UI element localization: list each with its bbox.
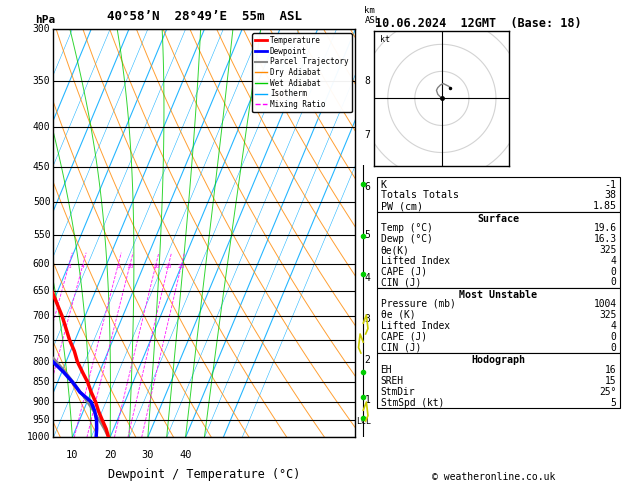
- Text: 5: 5: [364, 230, 370, 240]
- Text: CIN (J): CIN (J): [381, 278, 421, 287]
- Text: 0: 0: [611, 343, 616, 353]
- Text: 40: 40: [179, 450, 192, 460]
- Text: 16: 16: [605, 364, 616, 375]
- Text: 600: 600: [33, 259, 50, 269]
- Text: 10: 10: [66, 450, 79, 460]
- Text: 19.6: 19.6: [593, 224, 616, 233]
- Text: 16: 16: [152, 264, 160, 269]
- Text: 0: 0: [611, 278, 616, 287]
- Text: 1.85: 1.85: [593, 201, 616, 211]
- Text: 950: 950: [33, 415, 50, 425]
- Text: Lifted Index: Lifted Index: [381, 256, 450, 266]
- Text: EH: EH: [381, 364, 392, 375]
- Text: 500: 500: [33, 197, 50, 208]
- Text: 4: 4: [611, 321, 616, 331]
- Text: 3: 3: [364, 314, 370, 324]
- Text: 650: 650: [33, 286, 50, 296]
- Text: Pressure (mb): Pressure (mb): [381, 299, 455, 309]
- Text: 800: 800: [33, 357, 50, 367]
- Text: © weatheronline.co.uk: © weatheronline.co.uk: [432, 472, 555, 482]
- Text: 25: 25: [178, 264, 186, 269]
- Text: 700: 700: [33, 312, 50, 321]
- Text: SREH: SREH: [381, 376, 404, 385]
- Text: 38: 38: [604, 191, 616, 200]
- Text: 1000: 1000: [27, 433, 50, 442]
- Text: 4: 4: [81, 264, 85, 269]
- Text: Surface: Surface: [477, 214, 520, 225]
- Text: 10: 10: [126, 264, 134, 269]
- Text: 350: 350: [33, 76, 50, 87]
- Text: StmSpd (kt): StmSpd (kt): [381, 398, 444, 408]
- Text: km
ASL: km ASL: [364, 6, 381, 25]
- Text: 4: 4: [611, 256, 616, 266]
- Text: 20: 20: [165, 264, 172, 269]
- Text: hPa: hPa: [35, 15, 55, 25]
- Text: PW (cm): PW (cm): [381, 201, 423, 211]
- Text: 10.06.2024  12GMT  (Base: 18): 10.06.2024 12GMT (Base: 18): [375, 17, 581, 30]
- Text: 25°: 25°: [599, 387, 616, 397]
- Text: Temp (°C): Temp (°C): [381, 224, 432, 233]
- Text: 0: 0: [611, 332, 616, 342]
- Text: StmDir: StmDir: [381, 387, 415, 397]
- Text: 7: 7: [364, 130, 370, 140]
- Text: 4: 4: [364, 273, 370, 283]
- Text: 3: 3: [67, 264, 71, 269]
- Text: 1: 1: [364, 395, 370, 405]
- Text: Mixing Ratio (g/kg): Mixing Ratio (g/kg): [379, 186, 389, 281]
- Legend: Temperature, Dewpoint, Parcel Trajectory, Dry Adiabat, Wet Adiabat, Isotherm, Mi: Temperature, Dewpoint, Parcel Trajectory…: [252, 33, 352, 112]
- Text: 450: 450: [33, 162, 50, 172]
- Text: 0: 0: [611, 266, 616, 277]
- Text: 5: 5: [611, 398, 616, 408]
- Text: 900: 900: [33, 397, 50, 407]
- Text: 15: 15: [605, 376, 616, 385]
- Text: CIN (J): CIN (J): [381, 343, 421, 353]
- Text: Dewp (°C): Dewp (°C): [381, 234, 432, 244]
- Text: 20: 20: [104, 450, 116, 460]
- Text: 30: 30: [142, 450, 154, 460]
- Text: Hodograph: Hodograph: [472, 355, 525, 365]
- Text: 16.3: 16.3: [593, 234, 616, 244]
- Text: 550: 550: [33, 230, 50, 240]
- Text: 850: 850: [33, 377, 50, 387]
- Text: K: K: [381, 180, 387, 190]
- Text: 1004: 1004: [593, 299, 616, 309]
- Text: CAPE (J): CAPE (J): [381, 332, 426, 342]
- Text: 2: 2: [364, 355, 370, 364]
- Text: 6: 6: [364, 182, 370, 192]
- Text: LCL: LCL: [356, 417, 371, 426]
- Text: -1: -1: [604, 180, 616, 190]
- Text: Dewpoint / Temperature (°C): Dewpoint / Temperature (°C): [108, 468, 301, 481]
- Text: 40°58’N  28°49’E  55m  ASL: 40°58’N 28°49’E 55m ASL: [107, 10, 302, 23]
- Text: Totals Totals: Totals Totals: [381, 191, 459, 200]
- Text: 300: 300: [33, 24, 50, 34]
- Text: θe (K): θe (K): [381, 310, 415, 320]
- Text: kt: kt: [380, 35, 389, 44]
- Text: 8: 8: [364, 76, 370, 87]
- Text: 8: 8: [116, 264, 120, 269]
- Text: Most Unstable: Most Unstable: [459, 290, 538, 300]
- Text: 750: 750: [33, 335, 50, 345]
- Text: 325: 325: [599, 245, 616, 255]
- Text: 325: 325: [599, 310, 616, 320]
- Text: 400: 400: [33, 122, 50, 132]
- Text: θe(K): θe(K): [381, 245, 409, 255]
- Text: Lifted Index: Lifted Index: [381, 321, 450, 331]
- Text: CAPE (J): CAPE (J): [381, 266, 426, 277]
